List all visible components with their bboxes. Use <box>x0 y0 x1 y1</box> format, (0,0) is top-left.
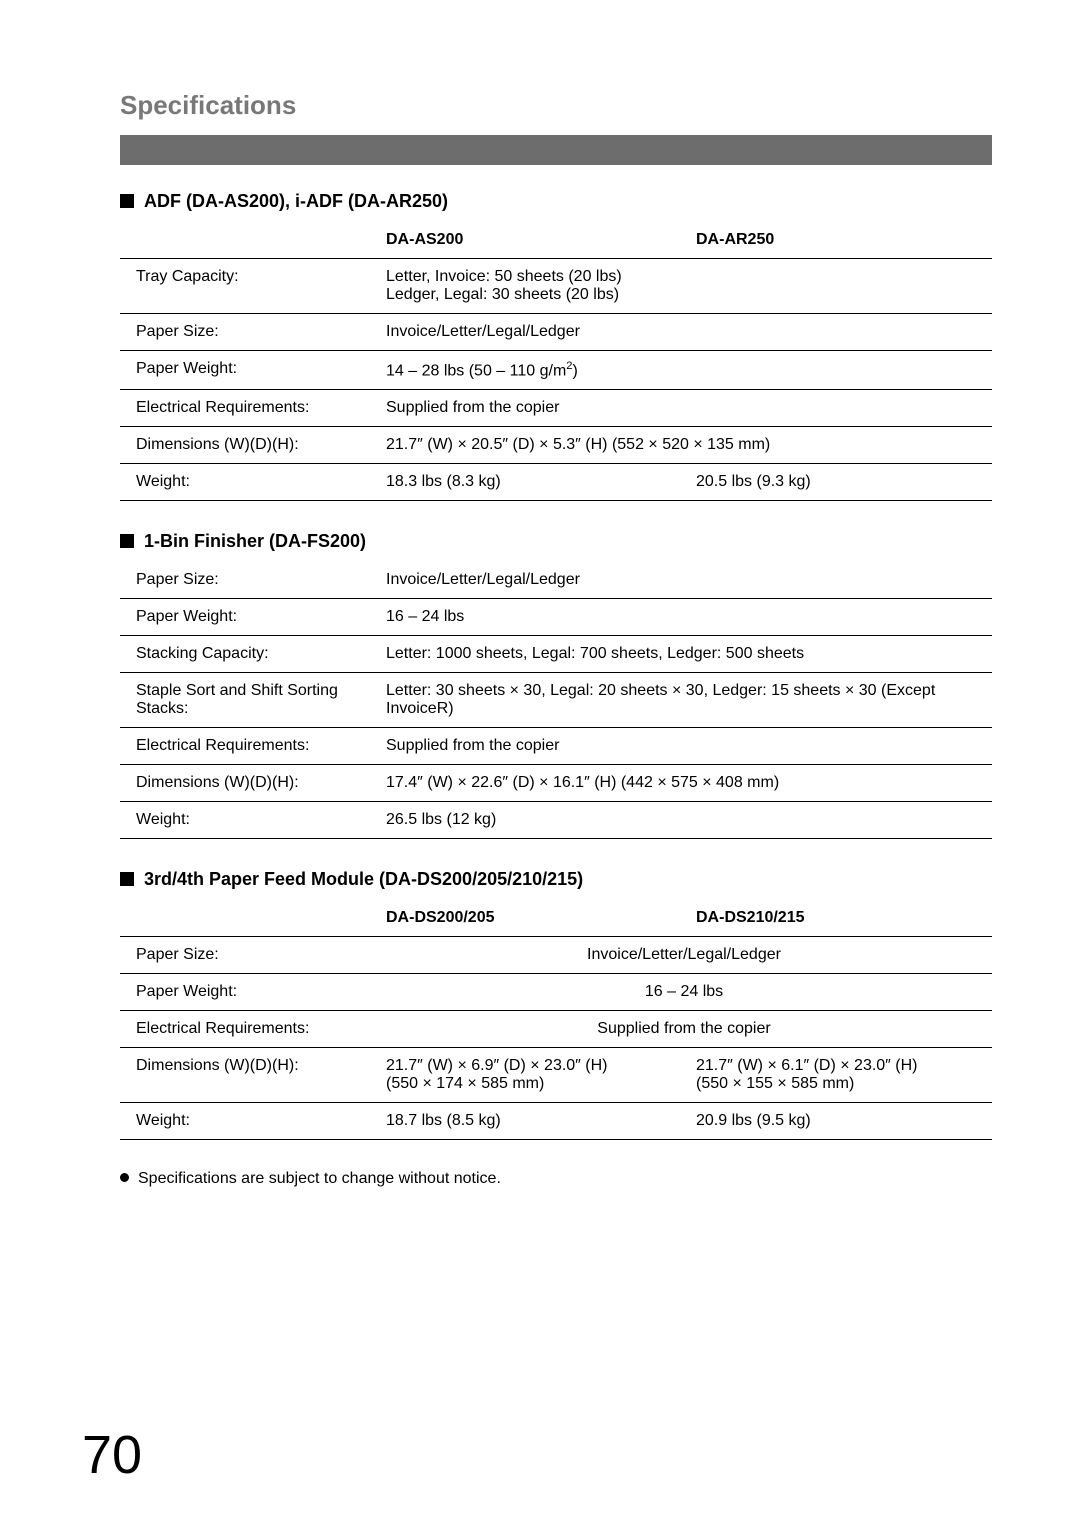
header-col-b: DA-DS210/215 <box>680 900 992 937</box>
row-label: Electrical Requirements: <box>120 728 370 765</box>
header-bar <box>120 135 992 165</box>
header-col-a: DA-DS200/205 <box>370 900 680 937</box>
table-row: Dimensions (W)(D)(H): 17.4″ (W) × 22.6″ … <box>120 765 992 802</box>
section2-title: 1-Bin Finisher (DA-FS200) <box>144 531 366 551</box>
row-value: Supplied from the copier <box>370 1011 992 1048</box>
table-row: Weight: 18.3 lbs (8.3 kg) 20.5 lbs (9.3 … <box>120 464 992 501</box>
row-label: Paper Weight: <box>120 974 370 1011</box>
row-value: Letter, Invoice: 50 sheets (20 lbs) Ledg… <box>370 259 992 314</box>
table-row: Paper Weight: 16 – 24 lbs <box>120 974 992 1011</box>
table-row: Paper Weight: 14 – 28 lbs (50 – 110 g/m2… <box>120 351 992 390</box>
row-value-a: 21.7″ (W) × 6.9″ (D) × 23.0″ (H) (550 × … <box>370 1048 680 1103</box>
page-title: Specifications <box>120 90 992 121</box>
table-row: Paper Size: Invoice/Letter/Legal/Ledger <box>120 562 992 599</box>
row-value: 21.7″ (W) × 20.5″ (D) × 5.3″ (H) (552 × … <box>370 427 992 464</box>
table-row: Paper Weight: 16 – 24 lbs <box>120 599 992 636</box>
table-row: Tray Capacity: Letter, Invoice: 50 sheet… <box>120 259 992 314</box>
section3-heading: 3rd/4th Paper Feed Module (DA-DS200/205/… <box>120 869 992 890</box>
square-bullet-icon <box>120 534 134 548</box>
table-row: Electrical Requirements: Supplied from t… <box>120 728 992 765</box>
table-row: DA-AS200 DA-AR250 <box>120 222 992 259</box>
row-label: Dimensions (W)(D)(H): <box>120 427 370 464</box>
table-row: Paper Size: Invoice/Letter/Legal/Ledger <box>120 314 992 351</box>
table-row: Dimensions (W)(D)(H): 21.7″ (W) × 6.9″ (… <box>120 1048 992 1103</box>
section3-table: DA-DS200/205 DA-DS210/215 Paper Size: In… <box>120 900 992 1140</box>
row-value: Invoice/Letter/Legal/Ledger <box>370 314 992 351</box>
row-label: Paper Size: <box>120 314 370 351</box>
row-value: Invoice/Letter/Legal/Ledger <box>370 937 992 974</box>
row-label: Weight: <box>120 1103 370 1140</box>
row-value: Letter: 1000 sheets, Legal: 700 sheets, … <box>370 636 992 673</box>
section2-table: Paper Size: Invoice/Letter/Legal/Ledger … <box>120 562 992 839</box>
footnote: Specifications are subject to change wit… <box>120 1170 992 1188</box>
table-row: Weight: 18.7 lbs (8.5 kg) 20.9 lbs (9.5 … <box>120 1103 992 1140</box>
table-row: Paper Size: Invoice/Letter/Legal/Ledger <box>120 937 992 974</box>
pw-post: ) <box>573 362 578 379</box>
header-col-a: DA-AS200 <box>370 222 680 259</box>
circle-bullet-icon <box>120 1173 129 1182</box>
row-value: Invoice/Letter/Legal/Ledger <box>370 562 992 599</box>
square-bullet-icon <box>120 194 134 208</box>
section1-title: ADF (DA-AS200), i-ADF (DA-AR250) <box>144 191 448 211</box>
row-value: 16 – 24 lbs <box>370 974 992 1011</box>
row-label: Paper Size: <box>120 937 370 974</box>
row-value-b: 20.5 lbs (9.3 kg) <box>680 464 992 501</box>
section1-heading: ADF (DA-AS200), i-ADF (DA-AR250) <box>120 191 992 212</box>
row-label: Stacking Capacity: <box>120 636 370 673</box>
row-value: 17.4″ (W) × 22.6″ (D) × 16.1″ (H) (442 ×… <box>370 765 992 802</box>
row-label: Paper Weight: <box>120 599 370 636</box>
table-row: Staple Sort and Shift Sorting Stacks: Le… <box>120 673 992 728</box>
table-row: Stacking Capacity: Letter: 1000 sheets, … <box>120 636 992 673</box>
table-row: Weight: 26.5 lbs (12 kg) <box>120 802 992 839</box>
row-label: Weight: <box>120 464 370 501</box>
row-value: 26.5 lbs (12 kg) <box>370 802 992 839</box>
row-value: Letter: 30 sheets × 30, Legal: 20 sheets… <box>370 673 992 728</box>
row-label: Tray Capacity: <box>120 259 370 314</box>
table-row: Dimensions (W)(D)(H): 21.7″ (W) × 20.5″ … <box>120 427 992 464</box>
row-label: Electrical Requirements: <box>120 1011 370 1048</box>
row-value: Supplied from the copier <box>370 728 992 765</box>
row-value: 14 – 28 lbs (50 – 110 g/m2) <box>370 351 992 390</box>
row-value-a: 18.3 lbs (8.3 kg) <box>370 464 680 501</box>
row-label: Paper Weight: <box>120 351 370 390</box>
section2-heading: 1-Bin Finisher (DA-FS200) <box>120 531 992 552</box>
row-label: Staple Sort and Shift Sorting Stacks: <box>120 673 370 728</box>
row-value-a: 18.7 lbs (8.5 kg) <box>370 1103 680 1140</box>
table-row: Electrical Requirements: Supplied from t… <box>120 390 992 427</box>
row-label: Dimensions (W)(D)(H): <box>120 765 370 802</box>
section3-title: 3rd/4th Paper Feed Module (DA-DS200/205/… <box>144 869 583 889</box>
header-blank <box>120 222 370 259</box>
pw-pre: 14 – 28 lbs (50 – 110 g/m <box>386 362 566 379</box>
row-label: Weight: <box>120 802 370 839</box>
row-value-b: 21.7″ (W) × 6.1″ (D) × 23.0″ (H) (550 × … <box>680 1048 992 1103</box>
table-row: DA-DS200/205 DA-DS210/215 <box>120 900 992 937</box>
page-number: 70 <box>82 1424 142 1486</box>
footnote-text: Specifications are subject to change wit… <box>138 1170 501 1187</box>
table-row: Electrical Requirements: Supplied from t… <box>120 1011 992 1048</box>
row-label: Dimensions (W)(D)(H): <box>120 1048 370 1103</box>
row-label: Electrical Requirements: <box>120 390 370 427</box>
square-bullet-icon <box>120 872 134 886</box>
row-value-b: 20.9 lbs (9.5 kg) <box>680 1103 992 1140</box>
header-col-b: DA-AR250 <box>680 222 992 259</box>
row-value: 16 – 24 lbs <box>370 599 992 636</box>
row-value: Supplied from the copier <box>370 390 992 427</box>
section1-table: DA-AS200 DA-AR250 Tray Capacity: Letter,… <box>120 222 992 501</box>
row-label: Paper Size: <box>120 562 370 599</box>
header-blank <box>120 900 370 937</box>
